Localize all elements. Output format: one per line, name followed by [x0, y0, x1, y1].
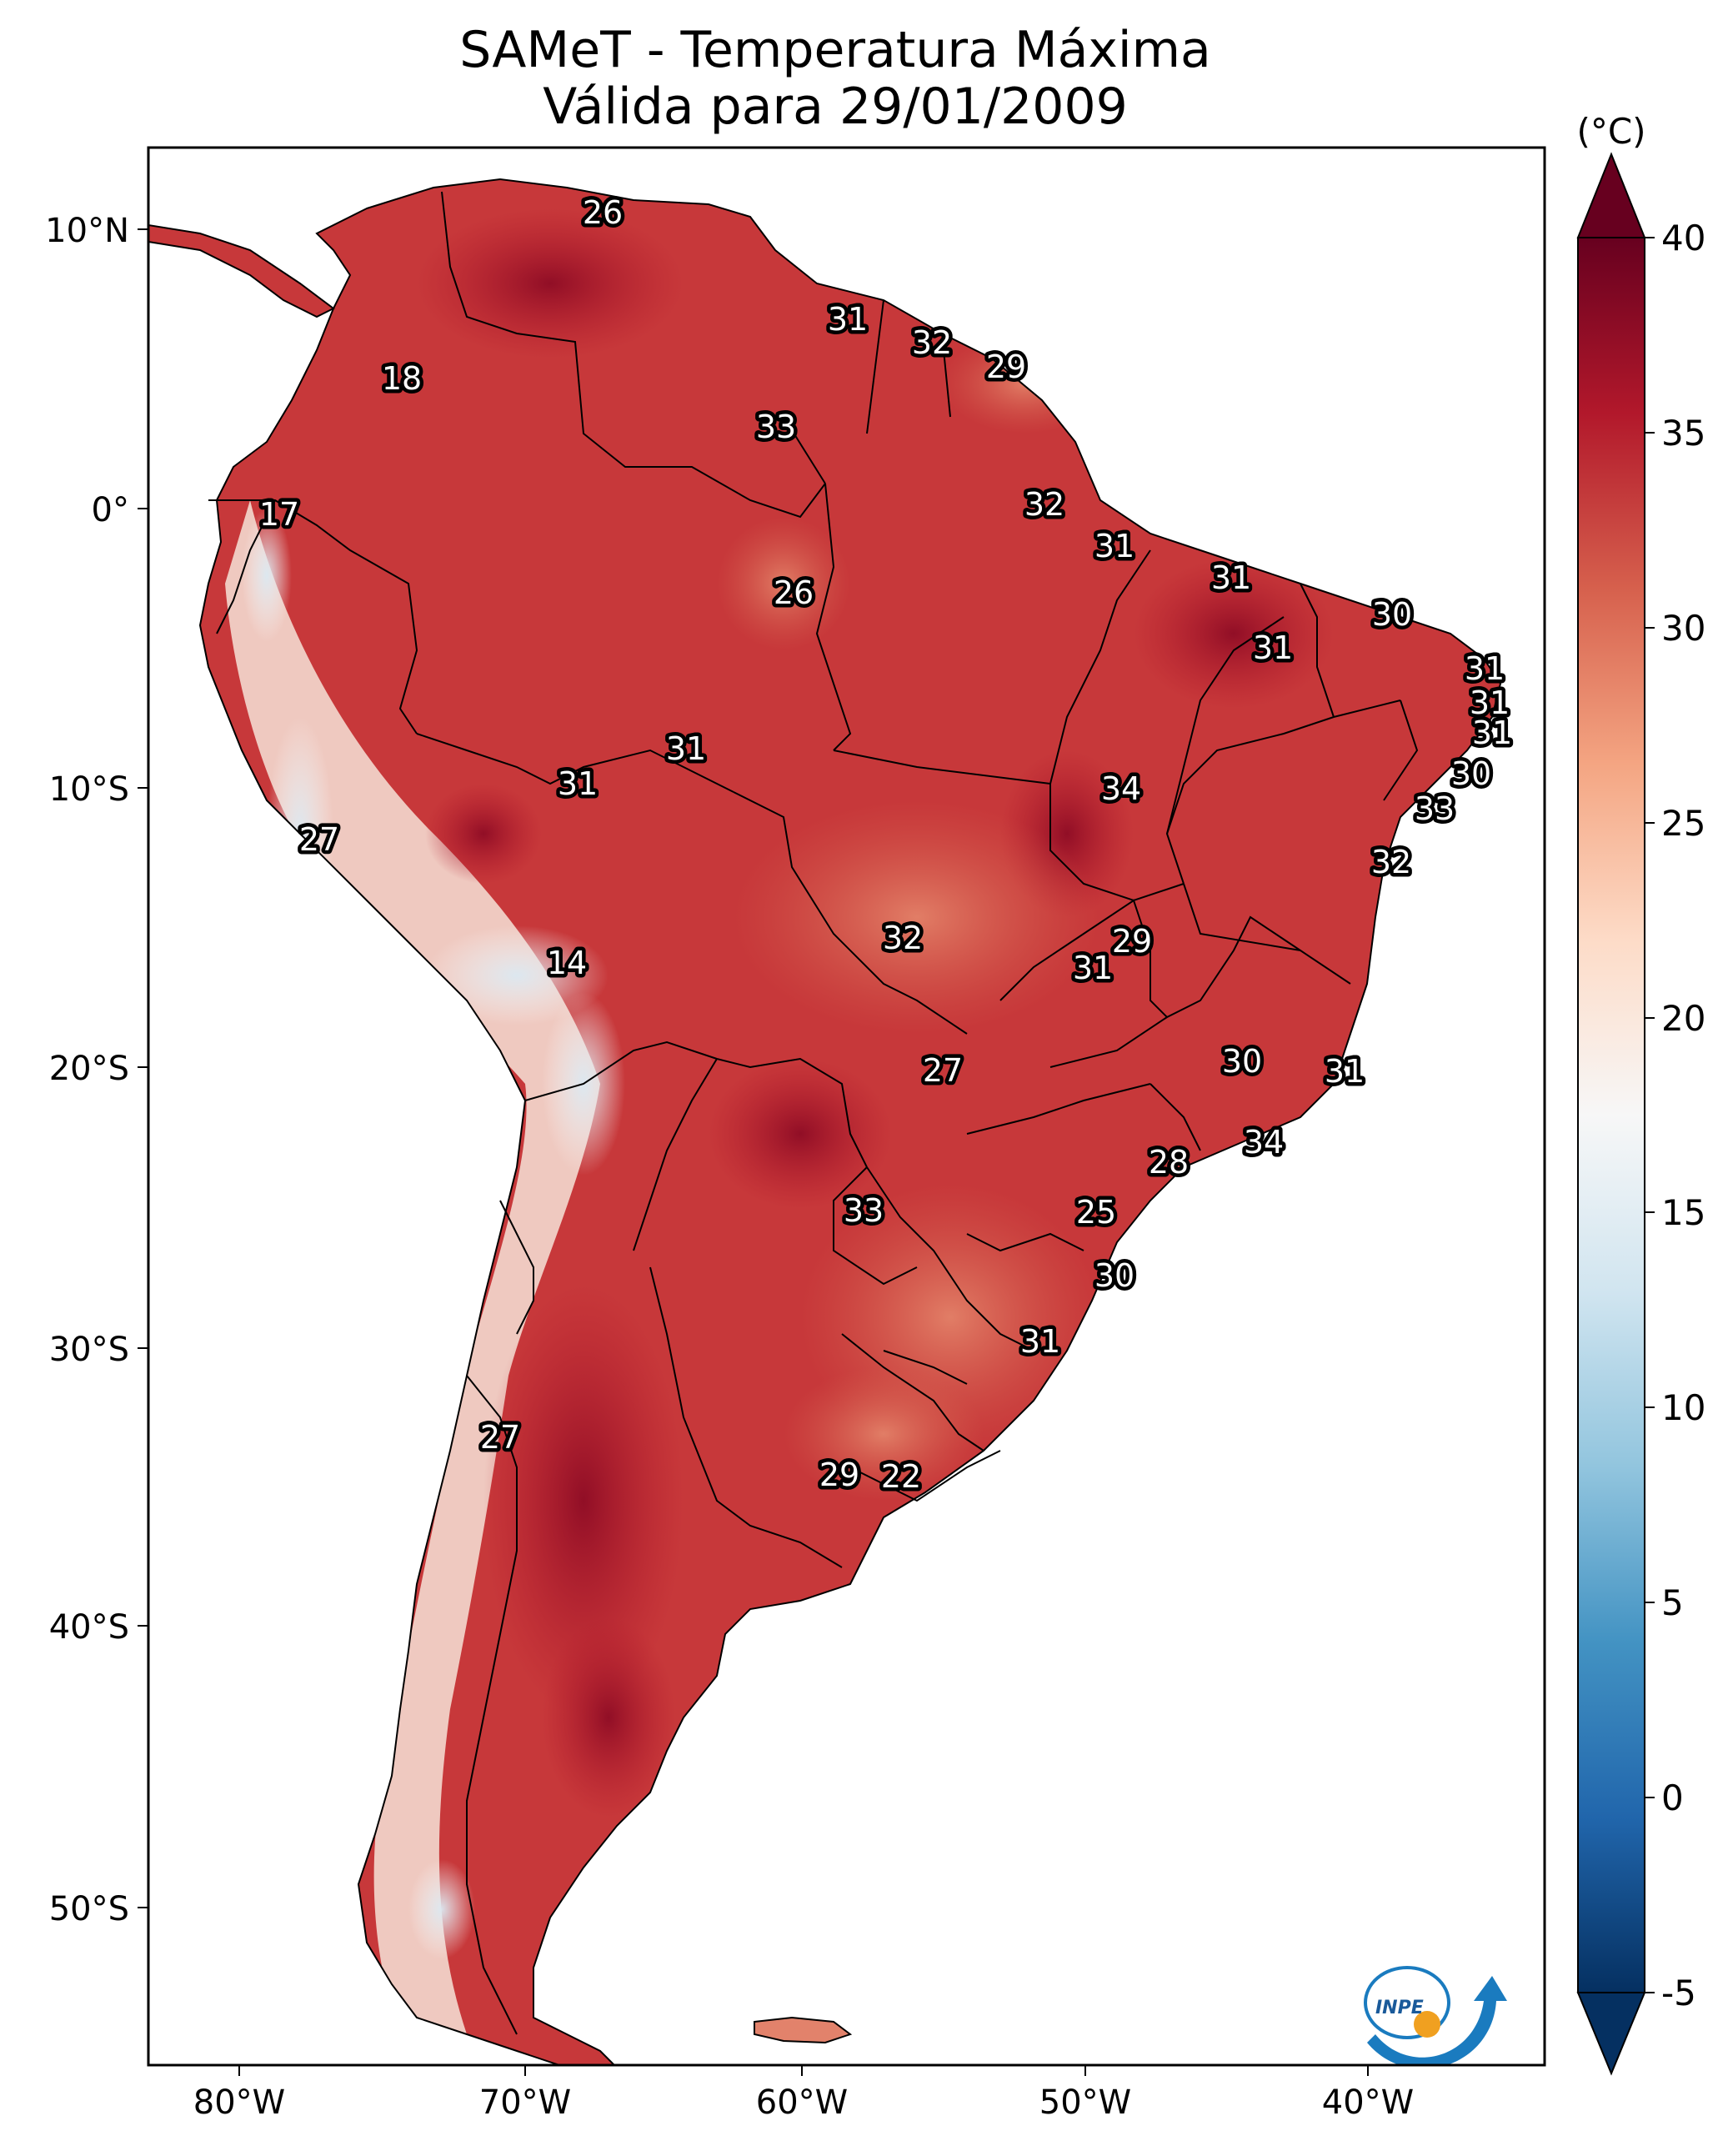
station-label: 31 [1325, 1053, 1365, 1090]
station-label: 34 [1101, 770, 1141, 807]
falkland-islands [754, 2016, 853, 2044]
station-label: 31 [1465, 650, 1505, 687]
y-tick-label: 20°S [49, 1050, 129, 1088]
country-borders [208, 191, 1419, 2035]
station-label: 34 [1244, 1124, 1284, 1161]
chart-title-line1: SAMeT - Temperatura Máxima [459, 21, 1211, 79]
y-tick-label: 50°S [49, 1890, 129, 1928]
coastline [198, 178, 1502, 2065]
y-tick-label: 10°N [45, 212, 129, 250]
map-frame [147, 146, 1546, 2067]
station-label: 31 [1073, 950, 1113, 986]
inpe-logo: INPE [1364, 1966, 1507, 2065]
colorbar-tick-label: 35 [1661, 413, 1705, 454]
station-label: 29 [986, 348, 1026, 385]
station-label: 17 [259, 496, 299, 533]
station-label: 31 [1020, 1323, 1060, 1360]
station-label: 22 [881, 1458, 921, 1495]
station-label: 30 [1094, 1257, 1134, 1294]
y-axis: 10°N 0° 10°S 20°S 30°S 40°S 50°S [45, 212, 148, 1928]
central-america-land [148, 223, 335, 318]
station-label: 27 [923, 1052, 963, 1089]
chart-title-line2: Válida para 29/01/2009 [543, 78, 1128, 136]
colorbar-tick-label: -5 [1661, 1973, 1696, 2013]
station-label: 32 [883, 920, 923, 956]
station-label: 26 [774, 574, 814, 611]
station-label: 25 [1076, 1194, 1116, 1231]
station-label: 28 [1149, 1144, 1189, 1181]
station-label: 27 [299, 821, 339, 858]
inpe-logo-text: INPE [1375, 1998, 1424, 2018]
y-tick-label: 10°S [49, 770, 129, 809]
x-tick-label: 50°W [1039, 2083, 1131, 2122]
colorbar-unit: (°C) [1576, 111, 1645, 152]
station-label: 30 [1451, 755, 1491, 792]
station-label: 31 [828, 301, 868, 338]
colorbar-tick-label: 20 [1661, 998, 1705, 1039]
colorbar-tick-label: 0 [1661, 1777, 1684, 1818]
station-labels: 26 31 32 29 18 33 17 32 31 26 31 30 31 3… [255, 191, 1515, 1499]
station-label: 31 [1470, 684, 1510, 721]
y-tick-label: 30°S [49, 1331, 129, 1369]
map-area: 26 31 32 29 18 33 17 32 31 26 31 30 31 3… [148, 148, 1545, 2065]
colorbar-tick-label: 10 [1661, 1387, 1705, 1428]
station-label: 31 [558, 765, 598, 802]
y-tick-label: 40°S [49, 1608, 129, 1647]
station-label: 32 [1024, 486, 1064, 523]
station-label: 33 [844, 1192, 884, 1229]
x-axis: 80°W 70°W 60°W 50°W 40°W [193, 2065, 1414, 2122]
station-label: 29 [819, 1457, 859, 1493]
station-label: 31 [666, 730, 706, 767]
station-label: 31 [1253, 629, 1293, 666]
colorbar-tick-label: 15 [1661, 1192, 1705, 1233]
y-tick-label: 0° [92, 491, 129, 529]
station-label: 29 [1112, 923, 1152, 960]
station-label: 32 [1371, 844, 1411, 880]
station-label: 31 [1211, 559, 1251, 596]
station-label: 33 [1415, 790, 1455, 827]
colorbar-tick-label: 5 [1661, 1582, 1684, 1623]
colorbar-tick-label: 40 [1661, 218, 1705, 258]
station-label: 30 [1372, 596, 1412, 633]
x-tick-label: 70°W [479, 2083, 571, 2122]
colorbar-tick-label: 25 [1661, 803, 1705, 844]
station-label: 26 [583, 194, 623, 231]
x-tick-label: 80°W [193, 2083, 285, 2122]
station-label: 18 [382, 360, 422, 397]
colorbar: (°C) 40 35 30 25 20 15 10 5 0 -5 [1576, 111, 1705, 2076]
station-label: 31 [1094, 528, 1134, 564]
station-label: 14 [547, 945, 587, 981]
x-tick-label: 40°W [1322, 2083, 1414, 2122]
station-label: 31 [1472, 714, 1512, 751]
station-label: 33 [756, 409, 796, 445]
station-label: 32 [912, 324, 952, 361]
colorbar-tick-label: 30 [1661, 608, 1705, 649]
station-label: 30 [1222, 1043, 1262, 1080]
station-label: 27 [480, 1419, 520, 1456]
x-tick-label: 60°W [756, 2083, 848, 2122]
